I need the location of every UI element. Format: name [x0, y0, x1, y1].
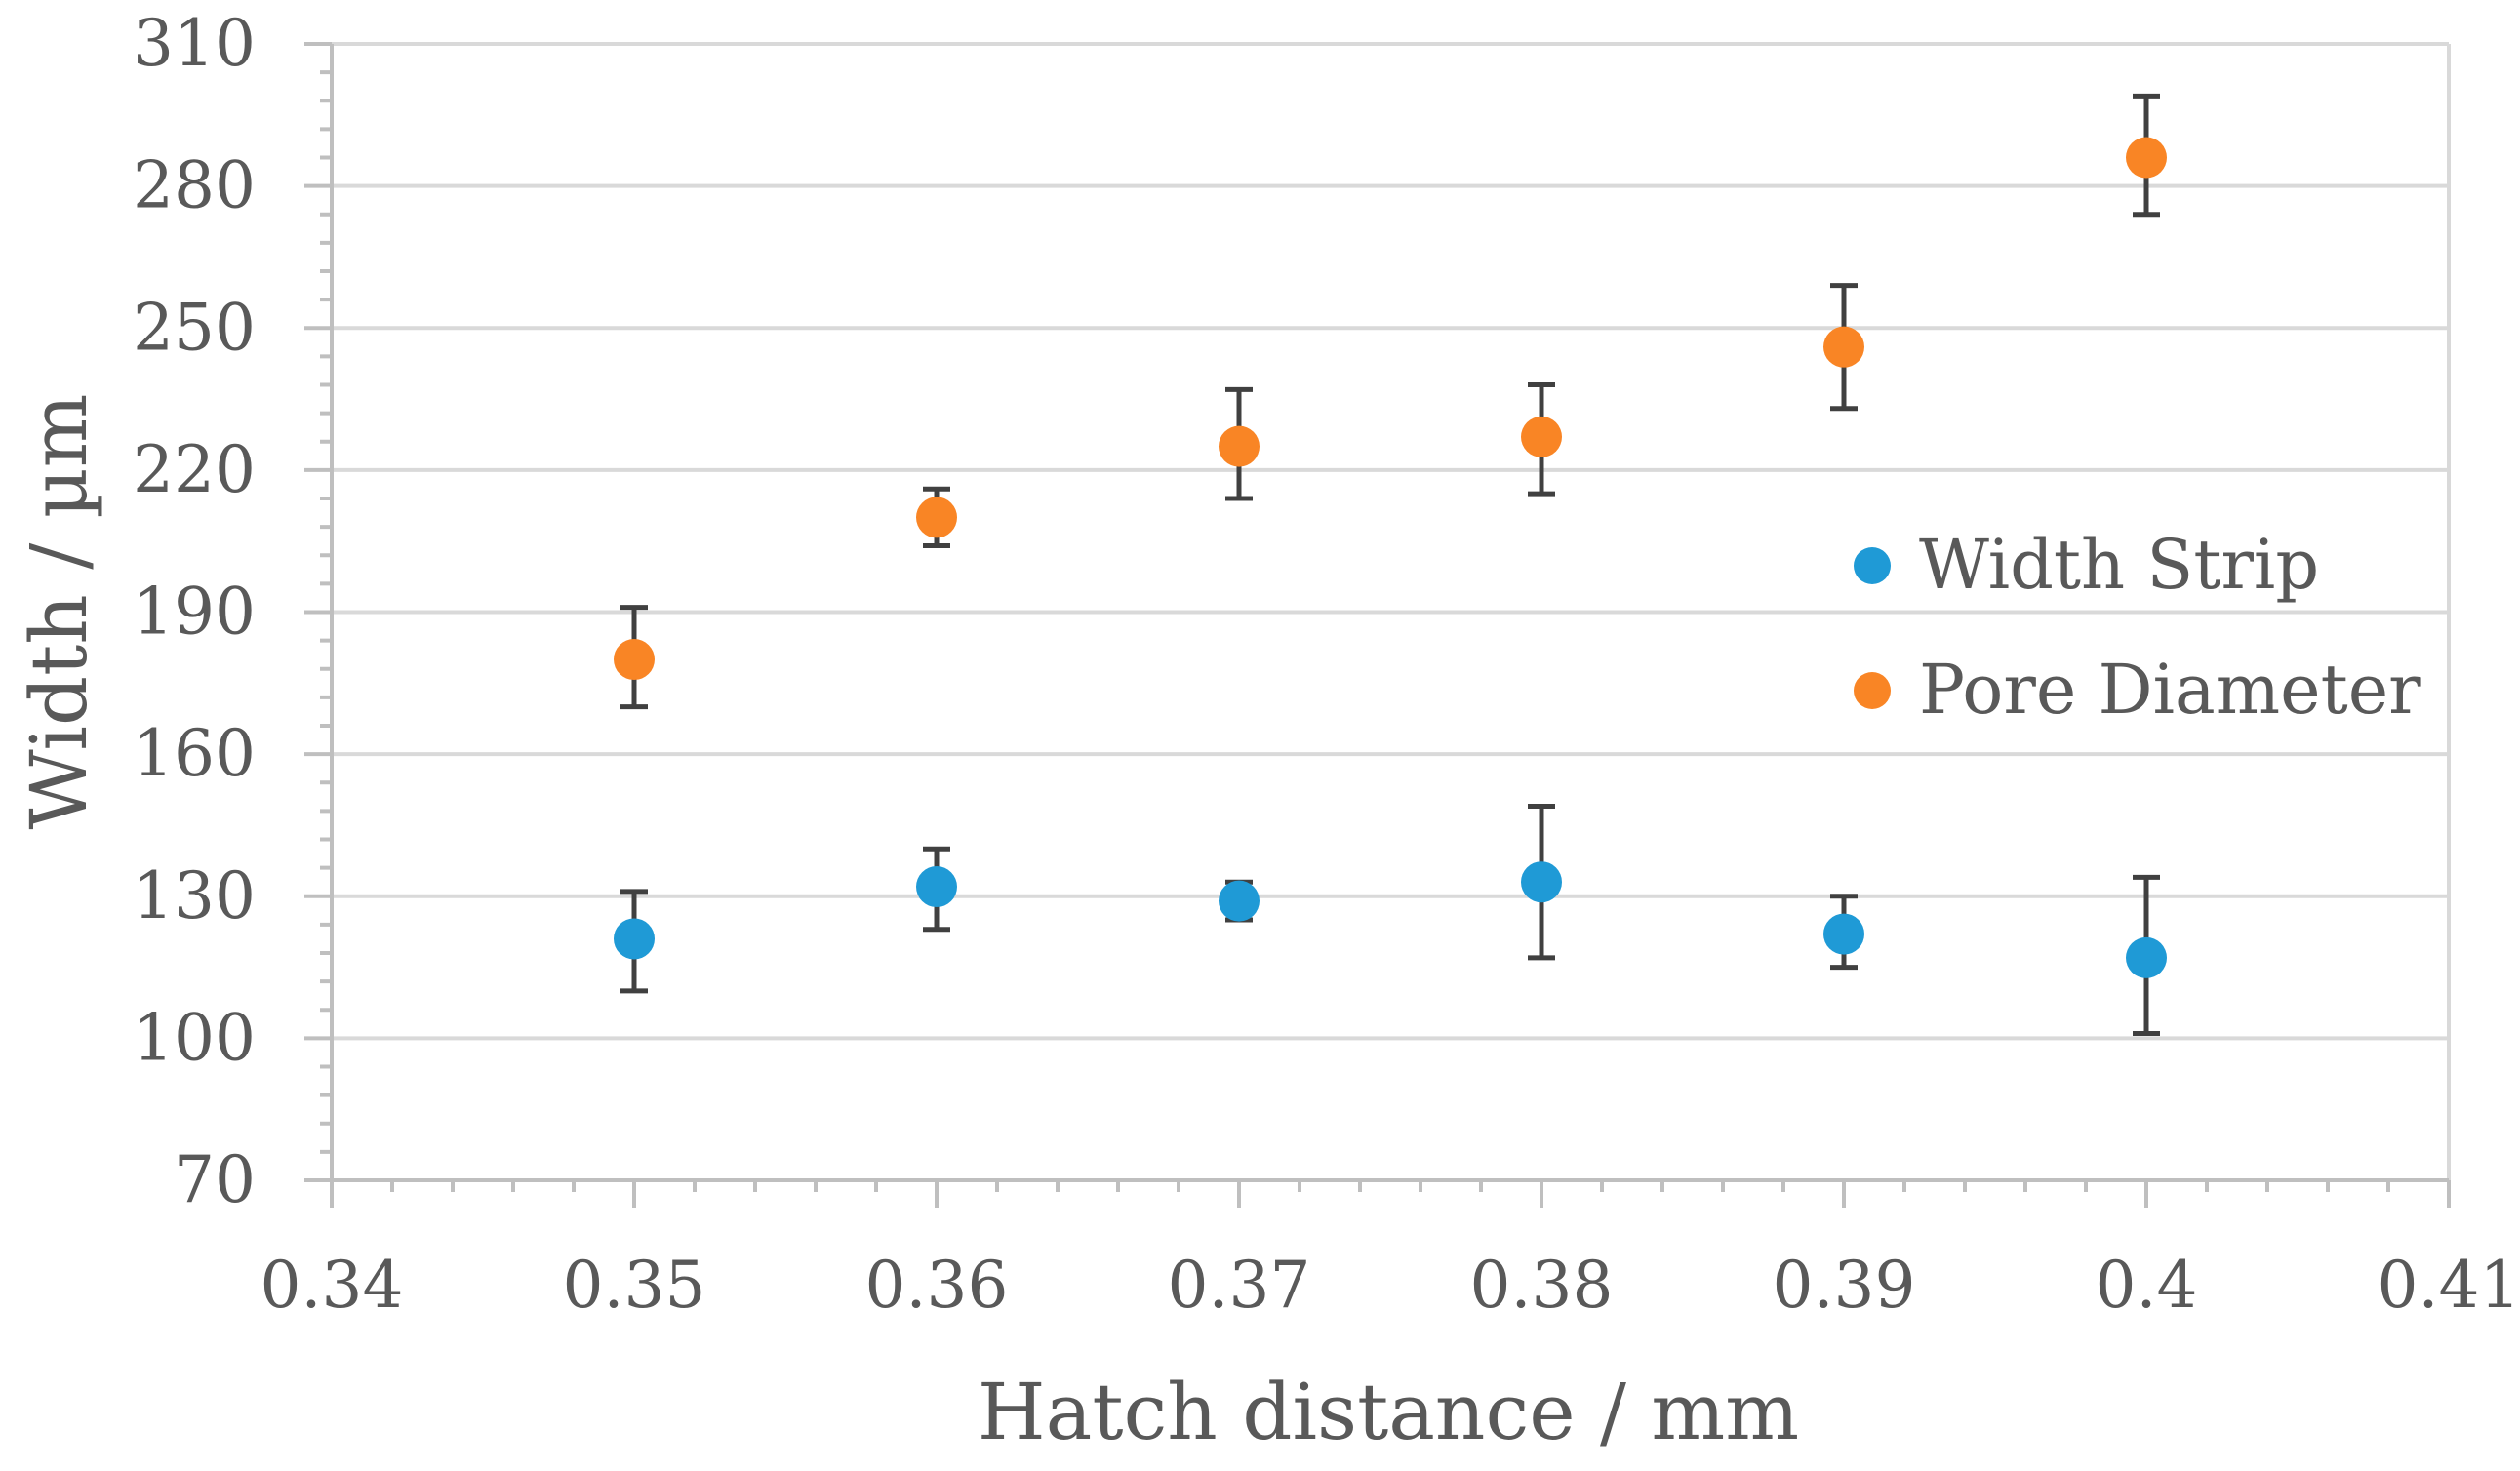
y-tick-label: 310 [133, 6, 256, 81]
x-tick-label: 0.35 [563, 1248, 706, 1323]
data-point-width-strip [1823, 913, 1864, 955]
data-point-pore-diameter [1521, 416, 1562, 457]
y-tick-label: 160 [133, 716, 256, 791]
data-point-pore-diameter [1219, 425, 1260, 467]
data-point-width-strip [1219, 880, 1260, 922]
y-tick-label: 190 [133, 575, 256, 650]
x-tick-labels: 0.34 0.35 0.36 0.37 0.38 0.39 0.4 0.41 [260, 1248, 2520, 1323]
y-tick-label: 250 [133, 290, 256, 365]
legend-marker-width-strip [1854, 547, 1891, 584]
y-tick-label: 280 [133, 148, 256, 223]
legend-label-pore-diameter: Pore Diameter [1919, 650, 2421, 730]
x-tick-label: 0.36 [865, 1248, 1009, 1323]
x-tick-label: 0.39 [1773, 1248, 1916, 1323]
data-point-width-strip [1521, 861, 1562, 903]
x-axis-title: Hatch distance / mm [978, 1367, 1799, 1457]
axes [304, 42, 2451, 1208]
x-tick-label: 0.34 [260, 1248, 404, 1323]
data-point-pore-diameter [614, 639, 655, 681]
legend-marker-pore-diameter [1854, 672, 1891, 709]
data-points [614, 137, 2167, 978]
y-axis-title: Width / µm [14, 394, 104, 830]
data-point-pore-diameter [916, 497, 957, 538]
data-point-width-strip [614, 918, 655, 960]
x-tick-label: 0.37 [1168, 1248, 1311, 1323]
y-tick-labels: 70 100 130 160 190 220 250 280 310 [133, 6, 256, 1217]
gridlines [332, 42, 2451, 1180]
x-tick-label: 0.4 [2096, 1248, 2198, 1323]
y-tick-label: 220 [133, 432, 256, 507]
data-point-pore-diameter [1823, 326, 1864, 368]
y-tick-label: 70 [174, 1142, 256, 1217]
legend: Width Strip Pore Diameter [1854, 525, 2421, 730]
y-tick-label: 100 [133, 1000, 256, 1075]
y-tick-label: 130 [133, 858, 256, 934]
x-tick-label: 0.41 [2378, 1248, 2520, 1323]
data-point-width-strip [916, 866, 957, 908]
data-point-pore-diameter [2126, 137, 2167, 179]
legend-label-width-strip: Width Strip [1919, 525, 2319, 605]
data-point-width-strip [2126, 936, 2167, 978]
x-tick-label: 0.38 [1470, 1248, 1614, 1323]
